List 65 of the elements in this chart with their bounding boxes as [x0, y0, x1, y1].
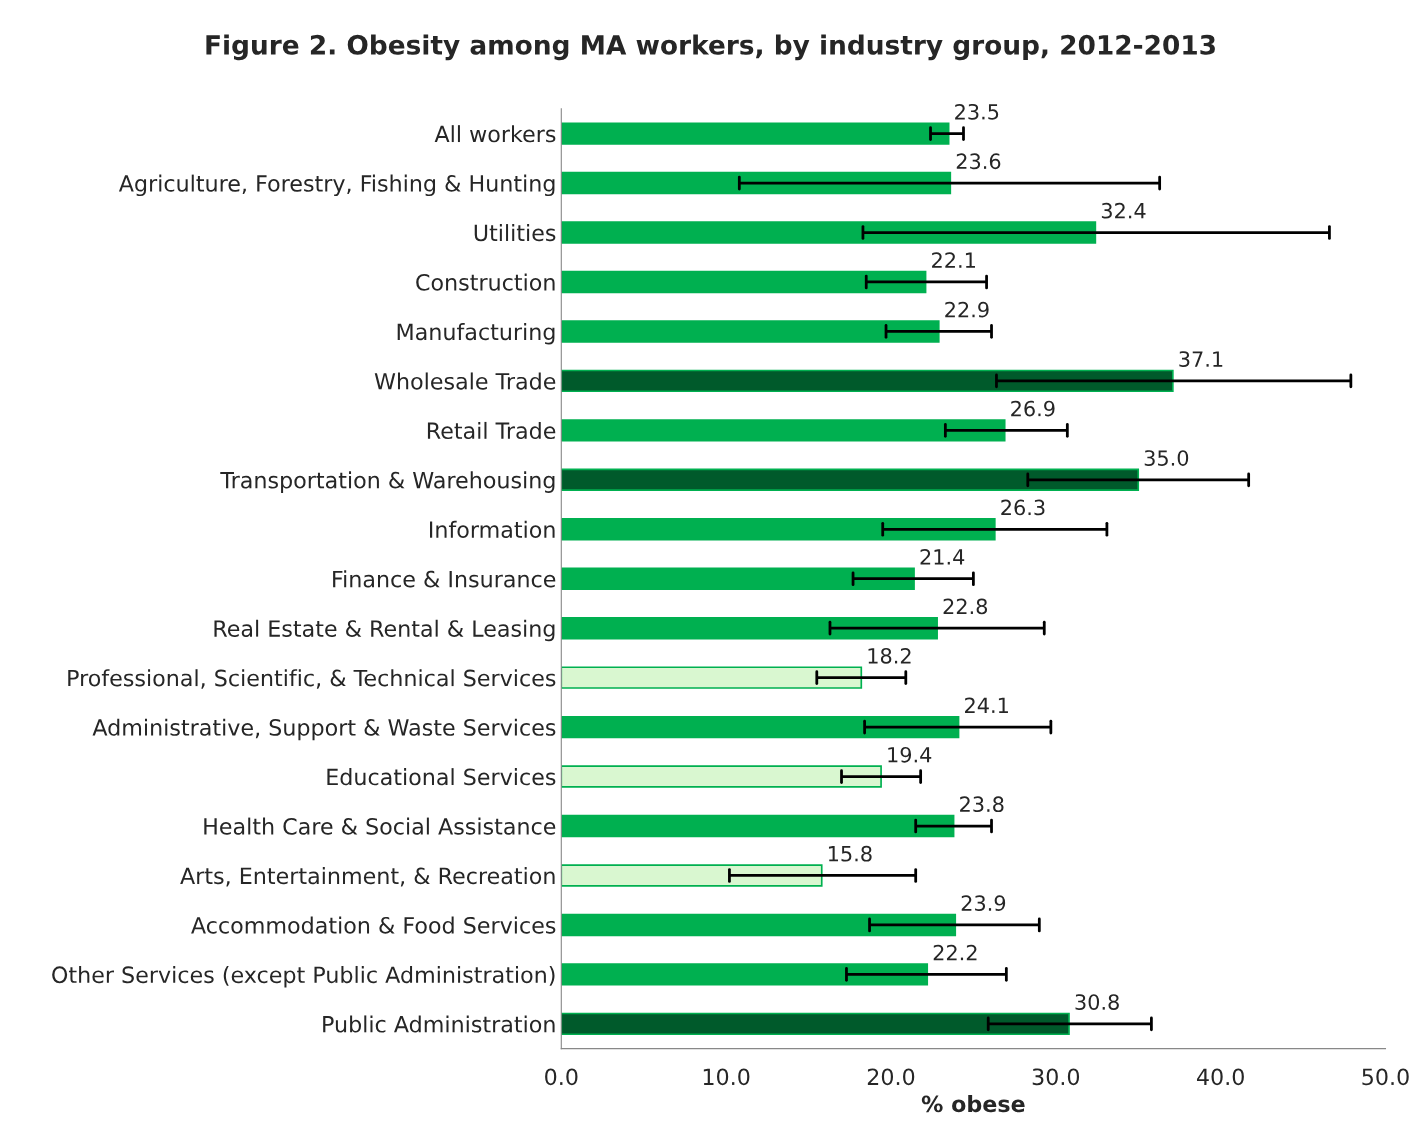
y-tick-label: Retail Trade [427, 421, 556, 440]
data-label: 26.9 [1011, 400, 1055, 417]
y-tick-label: Arts, Entertainment, & Recreation [180, 867, 555, 887]
data-label: 30.8 [1075, 994, 1119, 1010]
y-tick-label: Agriculture, Forestry, Fishing & Hunting [118, 174, 555, 197]
data-label: 35.0 [1144, 450, 1189, 466]
bar [561, 171, 952, 195]
y-tick-label: All workers [434, 125, 556, 143]
y-tick-label: Utilities [474, 224, 556, 242]
y-tick-label: Administrative, Support & Waste Services [92, 718, 556, 741]
bar [561, 320, 940, 343]
y-tick-label: Other Services (except Public Administration) [52, 965, 555, 988]
bar [561, 715, 960, 739]
data-label: 19.4 [888, 746, 932, 763]
bar [561, 913, 957, 937]
y-tick-label: Construction [416, 273, 555, 291]
bar [561, 518, 996, 541]
bar [561, 864, 823, 887]
bar [561, 122, 950, 145]
y-tick-label: Professional, Scientific, & Technical Services [68, 669, 556, 689]
y-tick-label: Manufacturing [397, 322, 555, 345]
bar [561, 814, 955, 838]
data-label: 23.8 [960, 796, 1004, 813]
y-tick-label: Finance & Insurance [333, 570, 556, 588]
data-label: 37.1 [1179, 351, 1223, 367]
x-tick-label: 30.0 [1032, 1068, 1080, 1086]
data-label: 22.9 [945, 301, 989, 318]
data-label: 23.9 [961, 895, 1006, 912]
data-label: 32.4 [1101, 202, 1146, 219]
bar [561, 666, 863, 689]
data-label: 23.6 [956, 153, 1001, 170]
data-label: 18.2 [868, 647, 911, 664]
bar [561, 419, 1006, 442]
x-axis-title: % obese [921, 1095, 1025, 1113]
bar [561, 221, 1097, 244]
data-label: 22.1 [932, 252, 975, 268]
y-tick-label: Educational Services [327, 768, 556, 786]
bar [561, 567, 915, 590]
data-label: 22.8 [943, 598, 988, 615]
y-tick-label: Real Estate & Rental & Leasing [214, 619, 555, 642]
data-label: 26.3 [1001, 499, 1045, 516]
data-label: 22.2 [933, 944, 977, 961]
data-label: 23.5 [955, 103, 999, 120]
bar [561, 270, 927, 294]
x-tick-label: 40.0 [1196, 1068, 1244, 1086]
x-tick-label: 20.0 [867, 1068, 915, 1086]
bar [561, 468, 1140, 492]
x-tick-label: 0.0 [545, 1068, 578, 1086]
y-tick-label: Accommodation & Food Services [191, 916, 556, 934]
x-tick-label: 10.0 [703, 1068, 750, 1086]
data-label: 21.4 [920, 549, 965, 565]
y-tick-label: Wholesale Trade [374, 372, 556, 390]
y-tick-label: Health Care & Social Assistance [204, 817, 556, 835]
y-tick-label: Transportation & Warehousing [220, 471, 555, 493]
bar [561, 616, 938, 640]
bar [561, 1012, 1070, 1036]
bar [561, 369, 1174, 393]
bar [561, 765, 882, 788]
data-label: 24.1 [965, 697, 1008, 713]
y-tick-label: Public Administration [323, 1015, 555, 1033]
chart-title: Figure 2. Obesity among MA workers, by industry group, 2012-2013 [206, 34, 1215, 61]
x-tick-label: 50.0 [1362, 1068, 1409, 1086]
y-tick-label: Information [429, 520, 555, 539]
bar [561, 963, 929, 986]
data-label: 15.8 [828, 845, 872, 862]
